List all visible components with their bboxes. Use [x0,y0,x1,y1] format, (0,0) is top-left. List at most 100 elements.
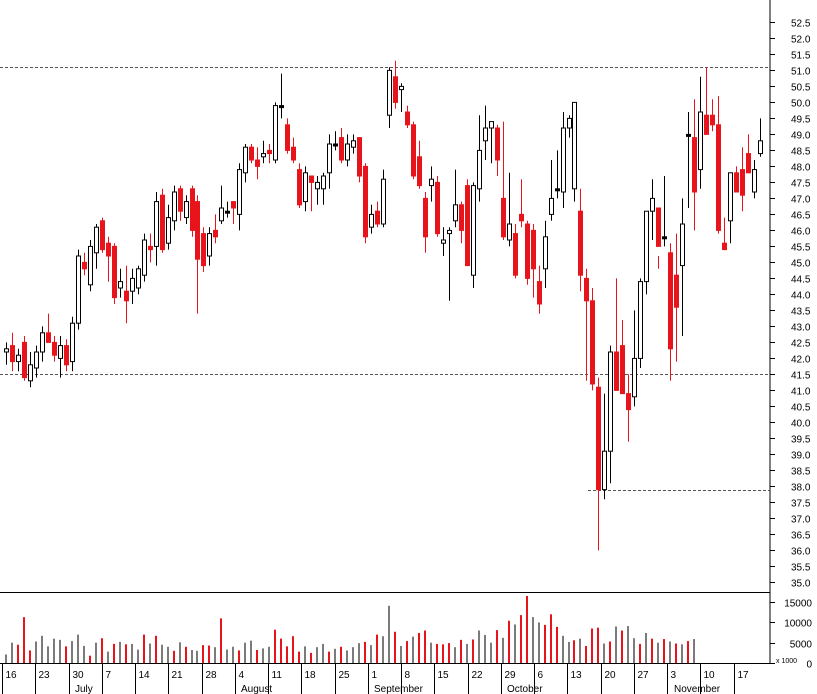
candle [303,166,308,212]
candle-body [70,322,75,363]
candle-body [728,172,733,222]
candle-body [64,345,69,366]
candle [668,243,673,381]
price-tick-label: 43.0 [791,323,811,334]
month-label: August [241,684,272,694]
volume-tick-label: 15000 [784,599,812,610]
price-tick-label: 35.5 [791,563,811,574]
volume-bar [418,632,420,663]
candle-body [620,345,625,395]
candle-body [608,351,613,452]
candle [118,268,123,298]
volume-bar [185,646,187,663]
volume-bar [687,641,689,663]
date-tick-label: 20 [605,670,617,681]
candle-body [602,450,607,491]
candle-body [148,245,153,251]
candle-body [477,149,482,190]
candle-body [4,348,9,353]
candle [758,118,763,157]
candle-body [531,229,536,270]
date-tick-label: 10 [704,670,716,681]
volume-tick-label: 5000 [790,640,813,651]
date-tick-label: 22 [472,670,484,681]
volume-bar [83,645,85,663]
candle [614,278,619,391]
volume-bar [412,636,414,663]
candle [160,188,165,253]
volume-bar [35,641,37,663]
candle [740,147,745,212]
volume-bar [657,642,659,663]
candle-body [363,165,368,238]
candle-body [596,386,601,491]
volume-bar [238,650,240,663]
candle-body [638,281,643,359]
price-tick-label: 42.5 [791,339,811,350]
candle [363,163,368,244]
candle [100,217,105,253]
volume-bar [615,626,617,663]
candle [632,310,637,407]
volume-bar [196,650,198,663]
price-tick-label: 41.5 [791,371,811,382]
candle [692,99,697,231]
candle-body [291,146,296,161]
candle [130,268,135,304]
volume-bar [388,605,390,663]
candle-body [447,229,452,235]
candle [106,236,111,282]
candle-body [501,197,506,238]
price-tick-label: 50.0 [791,99,811,110]
volume-bar [310,652,312,663]
volume-bar [669,641,671,663]
candle [525,220,530,285]
price-tick-label: 51.5 [791,51,811,62]
candle [184,195,189,224]
volume-bar [514,624,516,663]
volume-bar [131,643,133,663]
candle [40,326,45,362]
date-tick-label: 17 [738,670,750,681]
candle [626,374,631,442]
volume-bar [328,651,330,663]
candle [453,169,458,228]
candle-body [519,213,524,222]
volume-bar [11,642,13,663]
candle [213,214,218,244]
volume-bar [17,644,19,663]
candle-body [716,124,721,231]
candle-body [453,204,458,222]
candle-body [722,242,727,251]
candle [441,227,446,256]
price-tick-label: 48.0 [791,163,811,174]
date-tick-label: 18 [305,670,317,681]
candle-body [76,255,81,324]
candle [166,204,171,250]
volume-bar [627,626,629,663]
date-tick-label: 29 [505,670,517,681]
candle-body [513,233,518,276]
candle [207,227,212,266]
candle-body [100,220,105,251]
volume-bar [472,639,474,663]
candle [279,73,284,119]
candle [686,112,691,208]
candle [249,144,254,164]
candle [261,140,266,164]
volume-bar [526,596,528,663]
candle [28,352,33,388]
candle-body [429,178,434,187]
candle-body [267,149,272,155]
candle-body [190,188,195,231]
volume-bar [484,634,486,663]
volume-bar [280,638,282,663]
candle [190,185,195,237]
volume-bar [532,617,534,663]
price-tick-label: 35.0 [791,579,811,590]
date-tick-label: 8 [405,670,411,681]
volume-bar [65,646,67,663]
volume-bar [95,642,97,663]
candle-body [668,252,673,350]
